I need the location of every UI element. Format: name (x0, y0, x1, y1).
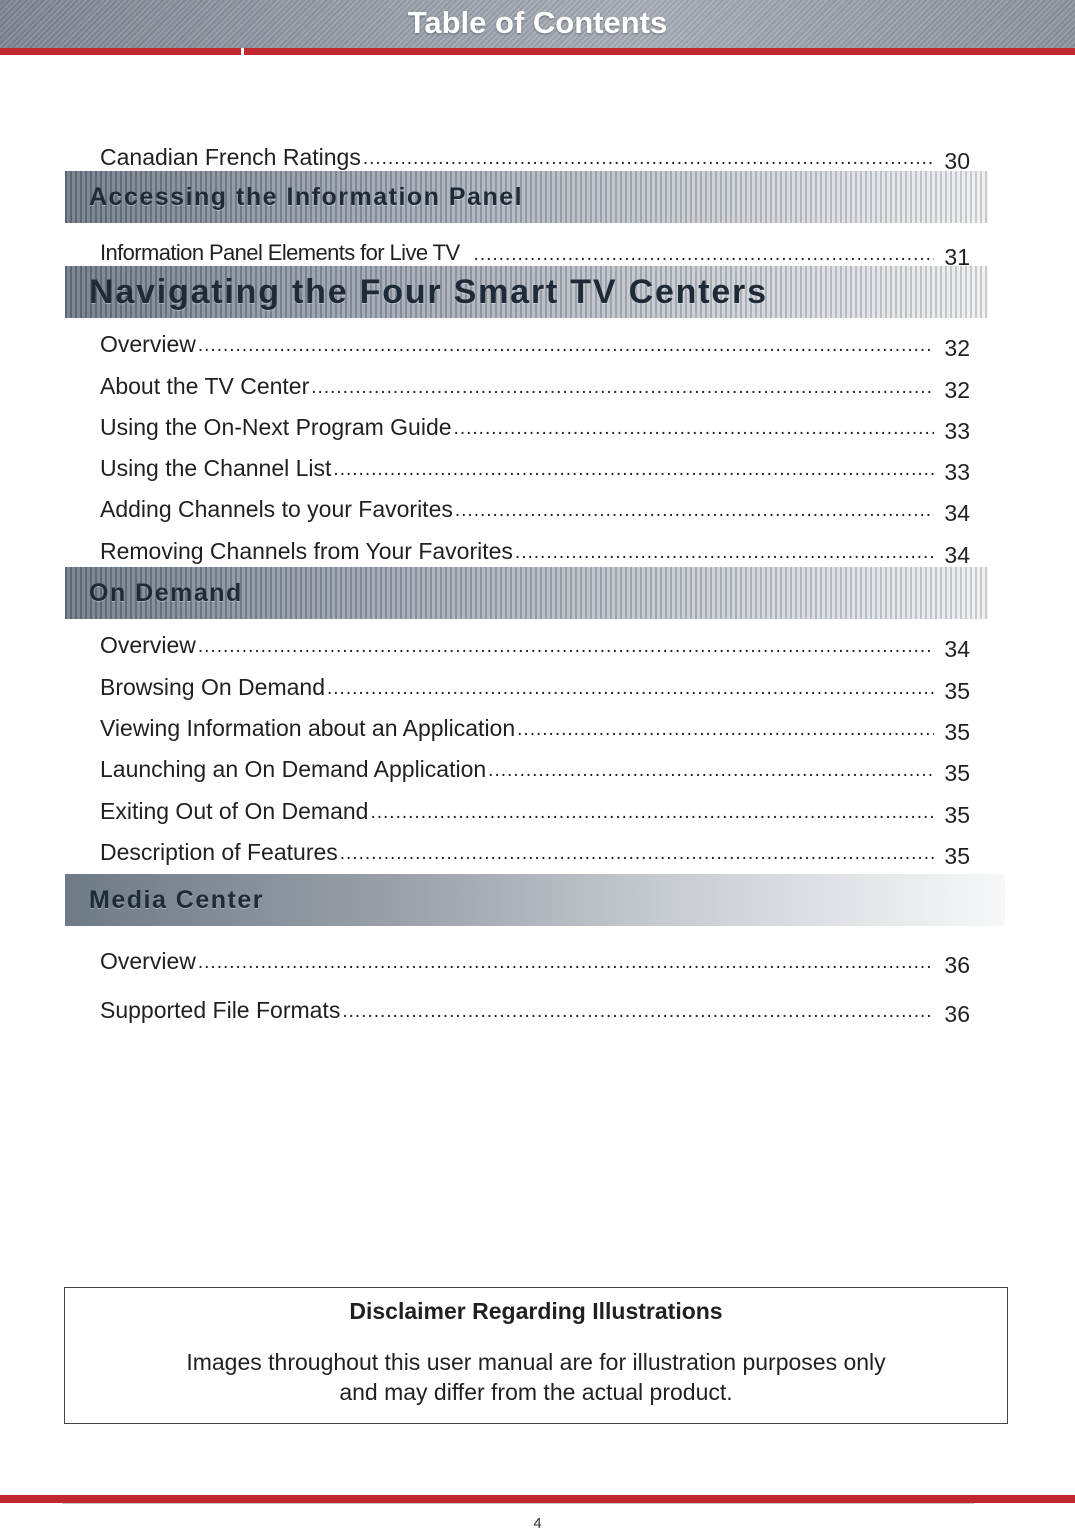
toc-entry-page: 35 (944, 760, 970, 786)
toc-entry-label: Overview (100, 632, 196, 658)
toc-leader-dots: ........................................… (454, 500, 934, 521)
toc-entry-label: Exiting Out of On Demand (100, 798, 369, 824)
toc-entry-label: Using the On-Next Program Guide (100, 414, 452, 440)
toc-entry-page: 33 (944, 418, 970, 444)
toc-leader-dots: ........................................… (311, 377, 934, 398)
section-title: Media Center (89, 885, 264, 914)
header-banner: Table of Contents (0, 0, 1075, 48)
toc-entry-page: 30 (944, 148, 970, 174)
toc-entry[interactable]: Information Panel Elements for Live TV .… (100, 236, 970, 270)
toc-leader-dots: ........................................… (197, 335, 934, 356)
toc-leader-dots: ........................................… (488, 760, 934, 781)
toc-entry[interactable]: Using the On-Next Program Guide ........… (100, 410, 970, 444)
toc-leader-dots: ........................................… (362, 148, 934, 169)
section-header: On Demand (65, 567, 988, 619)
section-title: Navigating the Four Smart TV Centers (89, 272, 768, 311)
toc-entry-page: 34 (944, 500, 970, 526)
toc-entry[interactable]: Removing Channels from Your Favorites ..… (100, 534, 970, 568)
toc-entry[interactable]: Overview ...............................… (100, 944, 970, 978)
page-number: 4 (533, 1515, 542, 1532)
footer-thin-rule (62, 1503, 974, 1504)
toc-leader-dots: ........................................… (197, 636, 934, 657)
toc-leader-dots: ........................................… (342, 1001, 934, 1022)
toc-entry-page: 32 (944, 377, 970, 403)
toc-entry-page: 34 (944, 636, 970, 662)
toc-leader-dots: ........................................… (517, 719, 934, 740)
section-header: Accessing the Information Panel (65, 171, 988, 223)
toc-entry[interactable]: Overview ...............................… (100, 327, 970, 361)
toc-entry[interactable]: Using the Channel List .................… (100, 451, 970, 485)
page-title: Table of Contents (407, 5, 668, 40)
toc-entry-page: 35 (944, 802, 970, 828)
disclaimer-box: Disclaimer Regarding Illustrations Image… (64, 1287, 1008, 1424)
toc-entry[interactable]: Browsing On Demand .....................… (100, 670, 970, 704)
toc-entry[interactable]: Viewing Information about an Application… (100, 711, 970, 745)
toc-entry-page: 35 (944, 843, 970, 869)
toc-leader-dots: ........................................… (473, 244, 934, 265)
header-rule-notch (241, 48, 244, 55)
toc-entry-label: Adding Channels to your Favorites (100, 496, 453, 522)
toc-leader-dots: ........................................… (333, 459, 934, 480)
toc-leader-dots: ........................................… (370, 802, 934, 823)
toc-entry-label: Overview (100, 331, 196, 357)
toc-leader-dots: ........................................… (514, 542, 934, 563)
toc-entry-label: Removing Channels from Your Favorites (100, 538, 513, 564)
toc-entry[interactable]: Description of Features ................… (100, 835, 970, 869)
toc-leader-dots: ........................................… (327, 678, 934, 699)
toc-entry[interactable]: Adding Channels to your Favorites ......… (100, 492, 970, 526)
toc-entry-label: Browsing On Demand (100, 674, 325, 700)
toc-leader-dots: ........................................… (339, 843, 934, 864)
toc-entry-page: 34 (944, 542, 970, 568)
toc-entry-page: 33 (944, 459, 970, 485)
toc-entry-page: 36 (944, 1001, 970, 1027)
toc-entry-label: Description of Features (100, 839, 338, 865)
toc-entry[interactable]: About the TV Center ....................… (100, 369, 970, 403)
header-rule (0, 48, 1075, 55)
toc-entry-label: Launching an On Demand Application (100, 756, 487, 782)
toc-entry[interactable]: Canadian French Ratings ................… (100, 140, 970, 174)
toc-entry[interactable]: Overview ...............................… (100, 628, 970, 662)
toc-entry[interactable]: Supported File Formats .................… (100, 993, 970, 1027)
disclaimer-line: Images throughout this user manual are f… (186, 1349, 886, 1375)
toc-entry-page: 35 (944, 719, 970, 745)
toc-entry-page: 31 (944, 244, 970, 270)
disclaimer-title: Disclaimer Regarding Illustrations (349, 1298, 723, 1324)
toc-entry-label: Using the Channel List (100, 455, 332, 481)
toc-entry-label: Canadian French Ratings (100, 144, 361, 170)
toc-entry[interactable]: Exiting Out of On Demand ...............… (100, 794, 970, 828)
toc-entry-label: Overview (100, 948, 196, 974)
section-header: Media Center (65, 874, 1005, 926)
toc-leader-dots: ........................................… (197, 952, 934, 973)
disclaimer-body: Images throughout this user manual are f… (65, 1347, 1007, 1407)
section-title: Accessing the Information Panel (89, 182, 524, 211)
toc-entry-label: Supported File Formats (100, 997, 341, 1023)
toc-entry-page: 32 (944, 335, 970, 361)
footer-rule (0, 1495, 1075, 1503)
toc-entry-label: About the TV Center (100, 373, 310, 399)
toc-entry[interactable]: Launching an On Demand Application .....… (100, 752, 970, 786)
section-title: On Demand (89, 578, 243, 607)
disclaimer-line: and may differ from the actual product. (339, 1379, 733, 1405)
toc-entry-label: Viewing Information about an Application (100, 715, 516, 741)
toc-entry-label: Information Panel Elements for Live TV (100, 240, 460, 265)
section-header: Navigating the Four Smart TV Centers (65, 266, 988, 318)
toc-entry-page: 36 (944, 952, 970, 978)
toc-entry-page: 35 (944, 678, 970, 704)
toc-leader-dots: ........................................… (453, 418, 934, 439)
